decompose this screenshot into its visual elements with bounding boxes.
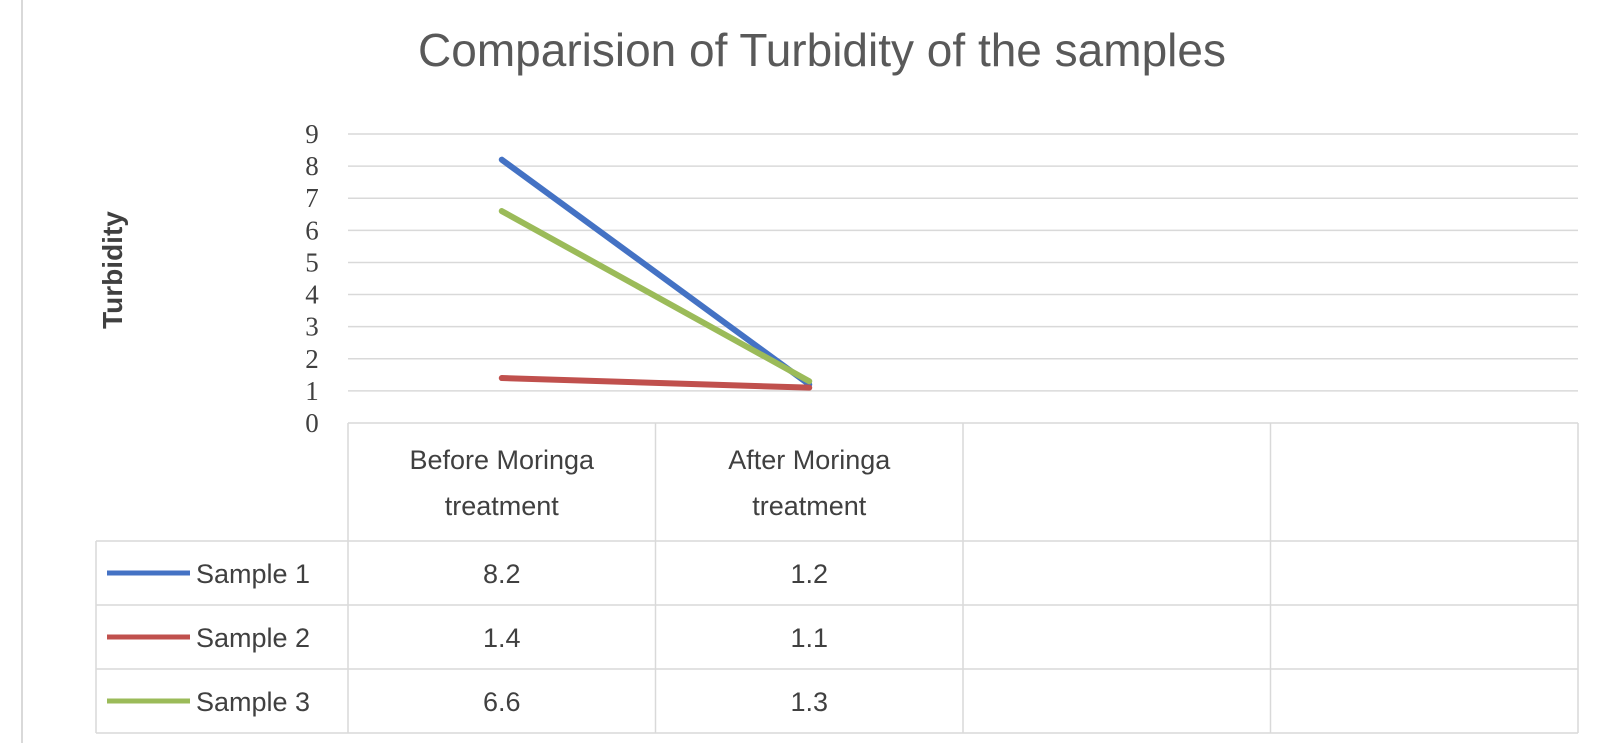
chart-border — [21, 0, 1623, 743]
gridlines — [348, 133, 1578, 392]
table-value-cell: 1.2 — [790, 559, 828, 589]
series-line — [498, 208, 813, 385]
category-label: treatment — [445, 491, 560, 521]
series-line — [498, 375, 813, 391]
legend-series-name: Sample 2 — [196, 623, 310, 653]
series-line — [498, 156, 813, 388]
table-value-cell: 1.3 — [790, 687, 828, 717]
category-label: After Moringa — [728, 445, 891, 475]
legend-series-name: Sample 3 — [196, 687, 310, 717]
category-label: Before Moringa — [409, 445, 595, 475]
data-table: Before Moringa treatment After Moringa trea… — [95, 422, 1579, 734]
legend-series-name: Sample 1 — [196, 559, 310, 589]
chart-title: Comparision of Turbidity of the samples — [418, 24, 1226, 76]
category-label: treatment — [752, 491, 867, 521]
y-tick-label: 2 — [305, 344, 319, 374]
table-value-cell: 1.4 — [483, 623, 521, 653]
y-tick-label: 6 — [305, 215, 319, 245]
y-tick-label: 1 — [305, 376, 319, 406]
table-value-cell: 8.2 — [483, 559, 521, 589]
y-tick-label: 0 — [305, 408, 319, 438]
y-tick-label: 7 — [305, 183, 319, 213]
table-value-cell: 6.6 — [483, 687, 521, 717]
series-lines — [498, 156, 813, 391]
y-axis-label: Turbidity — [97, 211, 128, 329]
table-value-cell: 1.1 — [790, 623, 828, 653]
y-tick-label: 9 — [305, 119, 319, 149]
y-tick-label: 8 — [305, 151, 319, 181]
y-tick-label: 5 — [305, 247, 319, 277]
y-tick-label: 4 — [305, 280, 319, 310]
y-tick-label: 3 — [305, 312, 319, 342]
